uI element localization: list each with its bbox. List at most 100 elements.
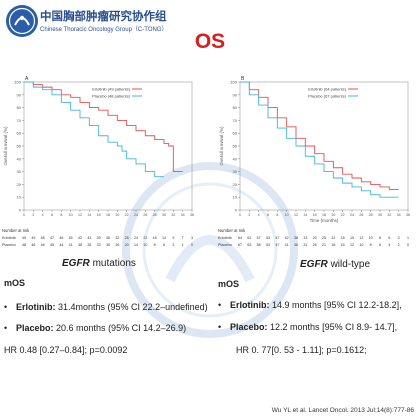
caption-rest: mutations xyxy=(92,258,136,269)
series-line-placebo xyxy=(240,81,399,198)
y-tick-label: 30 xyxy=(233,169,238,174)
y-tick-label: 70 xyxy=(17,118,22,123)
risk-value: 26 xyxy=(313,243,317,247)
x-tick-label: 0 xyxy=(239,213,241,217)
citation: Wu YL et al. Lancet Oncol. 2013 Jul;14(8… xyxy=(271,407,414,414)
risk-value: 33 xyxy=(303,236,307,240)
x-tick-label: 20 xyxy=(115,213,119,217)
y-tick-label: 10 xyxy=(233,195,238,200)
risk-value: 36 xyxy=(106,236,110,240)
caption-gene: EGFR xyxy=(300,259,328,270)
risk-value: 57 xyxy=(257,236,261,240)
x-tick-label: 28 xyxy=(369,213,373,217)
y-tick-label: 40 xyxy=(233,156,238,161)
risk-row-label: Placebo xyxy=(2,243,16,247)
y-tick-label: 60 xyxy=(233,131,238,136)
y-tick-label: 30 xyxy=(17,169,22,174)
series-line-erlotinib xyxy=(240,81,399,190)
caption-egfr-wild-type: EGFR wild-type xyxy=(300,259,370,270)
risk-value: 0 xyxy=(407,243,409,247)
risk-value: 31 xyxy=(303,243,307,247)
y-tick-label: 10 xyxy=(17,195,22,200)
mos-value: 14.9 months [95% CI 12.2-18.2], xyxy=(272,300,402,310)
hazard-ratio-b: HR 0. 77[0. 53 - 1.11]; p=0.1612; xyxy=(236,345,367,355)
risk-value: 38 xyxy=(294,236,298,240)
x-tick-label: 12 xyxy=(78,213,82,217)
risk-value: 42 xyxy=(285,236,289,240)
risk-value: 6 xyxy=(388,236,390,240)
y-tick-label: 70 xyxy=(233,118,238,123)
risk-value: 26 xyxy=(115,243,119,247)
risk-value: 2 xyxy=(398,243,400,247)
risk-value: 64 xyxy=(238,236,242,240)
risk-table-heading: Number at risk xyxy=(2,228,30,233)
risk-value: 3 xyxy=(398,236,400,240)
y-tick-label: 80 xyxy=(17,105,22,110)
mos-erlotinib-a: • Erlotinib: 31.4months (95% CI 22.2–unde… xyxy=(4,302,208,312)
drug-label: Placebo: xyxy=(230,322,268,332)
legend-label: Placebo (67 patients) xyxy=(308,94,346,99)
legend-label: Erlotinib (64 patients) xyxy=(308,87,346,92)
drug-label: Erlotinib: xyxy=(16,302,56,312)
x-tick-label: 2 xyxy=(248,213,250,217)
risk-value: 14 xyxy=(162,236,166,240)
x-tick-label: 30 xyxy=(378,213,382,217)
y-tick-label: 60 xyxy=(17,131,22,136)
x-tick-label: 14 xyxy=(87,213,91,217)
risk-value: 36 xyxy=(294,243,298,247)
x-tick-label: 26 xyxy=(143,213,147,217)
mos-heading-b: mOS xyxy=(218,279,240,289)
mos-placebo-a: • Placebo: 20.6 months (95% CI 14.2–26.9) xyxy=(4,323,187,333)
risk-value: 18 xyxy=(331,243,335,247)
x-tick-label: 18 xyxy=(106,213,110,217)
risk-value: 49 xyxy=(22,236,26,240)
risk-value: 1 xyxy=(407,236,409,240)
risk-value: 49 xyxy=(31,236,35,240)
x-tick-label: 22 xyxy=(341,213,345,217)
risk-value: 1 xyxy=(182,243,184,247)
risk-value: 9 xyxy=(172,236,174,240)
x-tick-label: 0 xyxy=(23,213,25,217)
x-tick-label: 18 xyxy=(322,213,326,217)
risk-value: 41 xyxy=(69,243,73,247)
caption-egfr-mutations: EGFR mutations xyxy=(62,258,136,269)
risk-value: 28 xyxy=(125,236,129,240)
x-tick-label: 36 xyxy=(406,213,410,217)
risk-value: 10 xyxy=(369,236,373,240)
risk-value: 35 xyxy=(87,243,91,247)
risk-value: 18 xyxy=(153,236,157,240)
risk-value: 53 xyxy=(266,243,270,247)
mos-heading-a: mOS xyxy=(4,278,26,288)
risk-value: 48 xyxy=(41,236,45,240)
risk-table-heading: Number at risk xyxy=(218,228,246,233)
mos-value: 31.4months (95% CI 22.2–undefined) xyxy=(58,302,208,312)
x-tick-label: 2 xyxy=(32,213,34,217)
panel-label: B xyxy=(241,76,245,82)
risk-value: 4 xyxy=(388,243,390,247)
risk-value: 24 xyxy=(134,236,138,240)
ctong-logo xyxy=(6,5,38,37)
risk-value: 0 xyxy=(191,243,193,247)
risk-value: 7 xyxy=(182,236,184,240)
km-chart-egfr-mutations: A 0 10 20 30 40 50 60 70 80 90 100 Overall survival … xyxy=(2,72,200,252)
x-tick-label: 6 xyxy=(267,213,269,217)
risk-value: 6 xyxy=(379,243,381,247)
risk-value: 41 xyxy=(285,243,289,247)
x-tick-label: 8 xyxy=(276,213,278,217)
mos-value: 20.6 months (95% CI 14.2–26.9) xyxy=(56,323,187,333)
risk-value: 46 xyxy=(59,236,63,240)
risk-value: 45 xyxy=(50,243,54,247)
x-tick-label: 14 xyxy=(303,213,307,217)
caption-gene: EGFR xyxy=(62,258,90,269)
risk-value: 12 xyxy=(350,243,354,247)
hazard-ratio-a: HR 0.48 [0.27–0.84]; p=0.0092 xyxy=(4,345,128,355)
risk-value: 47 xyxy=(275,243,279,247)
risk-value: 46 xyxy=(41,243,45,247)
risk-value: 25 xyxy=(322,236,326,240)
risk-value: 47 xyxy=(275,236,279,240)
y-tick-label: 20 xyxy=(233,182,238,187)
plot-frame xyxy=(23,81,193,211)
legend-label: Placebo (48 patients) xyxy=(92,94,130,99)
